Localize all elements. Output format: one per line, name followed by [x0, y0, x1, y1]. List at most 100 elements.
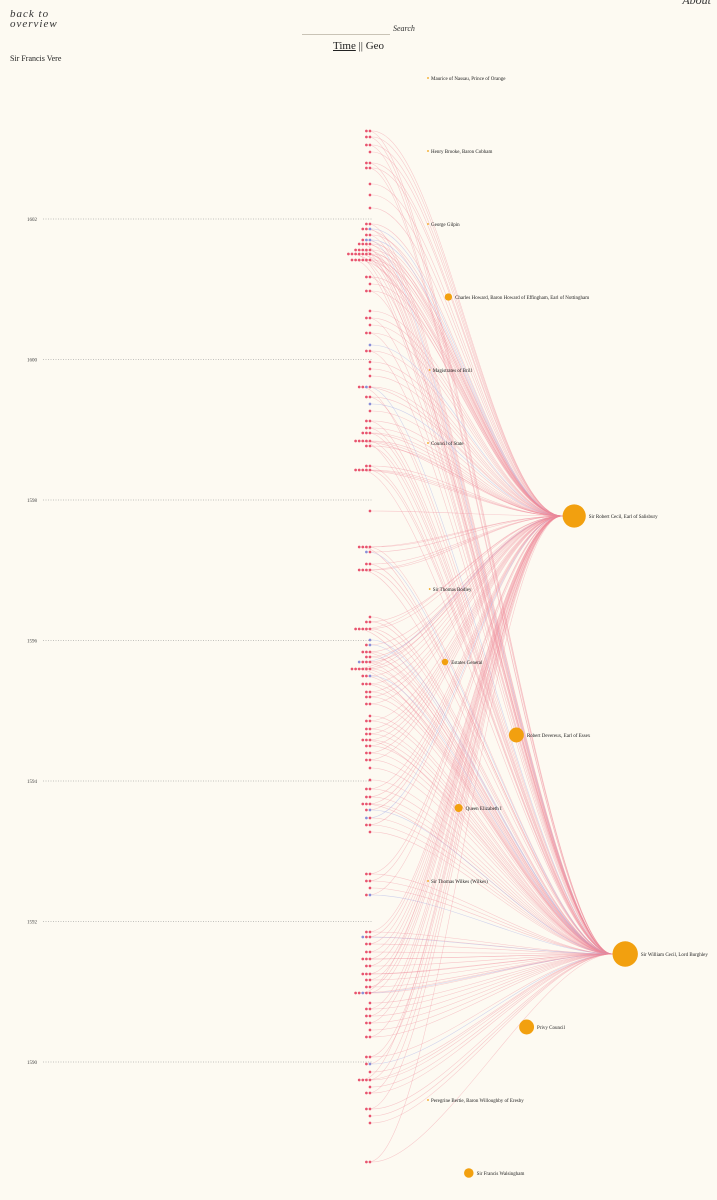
letter-edge: [368, 290, 613, 955]
recipient-node: [562, 504, 586, 528]
letter-edge: [371, 953, 613, 1163]
letter-edge: [364, 243, 563, 517]
letter-dot: [368, 766, 372, 770]
letter-edge: [371, 427, 563, 517]
letter-edge: [364, 739, 613, 955]
letter-dot: [368, 732, 372, 736]
letter-edge: [371, 953, 613, 1094]
recipient-label: George Gilpin: [431, 223, 460, 228]
letter-dot: [357, 660, 361, 664]
letter-edge: [368, 515, 563, 826]
recipient-label: Sir Robert Cecil, Earl of Salisbury: [589, 515, 658, 520]
letter-dot: [365, 985, 368, 989]
letter-edge: [371, 809, 613, 955]
letter-dot: [361, 682, 365, 686]
letter-edge: [371, 953, 613, 981]
letter-dot: [365, 816, 368, 820]
letter-dot: [368, 638, 372, 642]
letter-edge: [371, 953, 613, 1124]
letter-edge: [371, 953, 613, 1088]
letter-dot: [368, 227, 372, 231]
letter-dot: [368, 248, 372, 252]
letter-edge: [371, 953, 613, 1010]
letter-edge: [368, 515, 563, 945]
letter-dot: [368, 758, 372, 762]
year-label: 1600: [27, 358, 38, 363]
letter-edge: [361, 386, 613, 955]
letter-edge: [368, 317, 613, 955]
letter-dot: [365, 227, 368, 231]
letter-edge: [357, 953, 613, 994]
letter-dot: [365, 161, 368, 165]
letter-dot: [368, 879, 372, 883]
letter-dot: [365, 991, 368, 995]
back-to-overview-link[interactable]: back to overview: [10, 8, 58, 30]
letter-edge: [371, 675, 613, 955]
recipient-node: [428, 369, 431, 371]
letter-dot: [365, 431, 368, 435]
back-link-line1: back to: [10, 8, 50, 20]
letter-dot: [357, 252, 361, 256]
letter-dot: [365, 464, 368, 468]
letter-dot: [361, 738, 365, 742]
letter-edge: [368, 350, 613, 955]
letter-dot: [365, 1062, 368, 1066]
letter-edge: [361, 515, 563, 1081]
letter-dot: [368, 349, 372, 353]
letter-edge: [371, 703, 613, 955]
letter-dot: [365, 1160, 368, 1164]
letter-dot: [365, 316, 368, 320]
letter-edge: [368, 515, 563, 693]
letter-dot: [368, 1160, 372, 1164]
letter-edge: [371, 151, 563, 517]
letter-edge: [371, 628, 613, 955]
letter-dot: [365, 727, 368, 731]
letter-dot: [361, 667, 365, 671]
letter-dot: [368, 360, 372, 364]
letter-edge: [368, 136, 613, 955]
letter-edge: [371, 880, 613, 955]
letter-edge: [368, 515, 563, 875]
search-input[interactable]: [302, 24, 390, 35]
letter-edge: [368, 515, 563, 994]
time-view-tab[interactable]: Time: [333, 40, 356, 52]
letter-dot: [368, 550, 372, 554]
letter-edge: [368, 249, 613, 955]
letter-edge: [371, 167, 563, 517]
letter-dot: [365, 468, 368, 472]
geo-view-tab[interactable]: Geo: [365, 40, 385, 52]
letter-dot: [354, 252, 357, 256]
letter-dot: [368, 309, 372, 313]
letter-dot: [368, 1035, 372, 1039]
letter-dot: [368, 778, 372, 782]
letter-edge: [368, 515, 563, 685]
letter-dot: [365, 242, 368, 246]
letter-dot: [368, 957, 372, 961]
letter-edge: [364, 432, 563, 517]
letter-dot: [361, 431, 365, 435]
recipient-node: [454, 803, 463, 813]
letter-edge: [361, 249, 613, 955]
letter-dot: [361, 650, 365, 654]
letter-dot: [357, 439, 361, 443]
recipient-label: Council of State: [431, 442, 464, 447]
letter-edge: [371, 469, 563, 517]
letter-edge: [371, 290, 563, 517]
letter-edge: [368, 515, 563, 747]
letter-dot: [365, 238, 368, 242]
letter-dot: [365, 643, 368, 647]
letter-edge: [361, 515, 563, 670]
letter-dot: [368, 289, 372, 293]
letter-dot: [354, 991, 357, 995]
letter-edge: [368, 167, 613, 955]
letter-dot: [365, 879, 368, 883]
letter-dot: [368, 627, 372, 631]
letter-dot: [368, 1121, 372, 1125]
letter-edge: [371, 515, 563, 553]
letter-dot: [368, 343, 372, 347]
letter-dot: [365, 1078, 368, 1082]
letter-edge: [368, 515, 563, 754]
about-link[interactable]: About: [682, 0, 711, 7]
letter-edge: [364, 259, 563, 517]
letter-edge: [371, 953, 613, 1031]
